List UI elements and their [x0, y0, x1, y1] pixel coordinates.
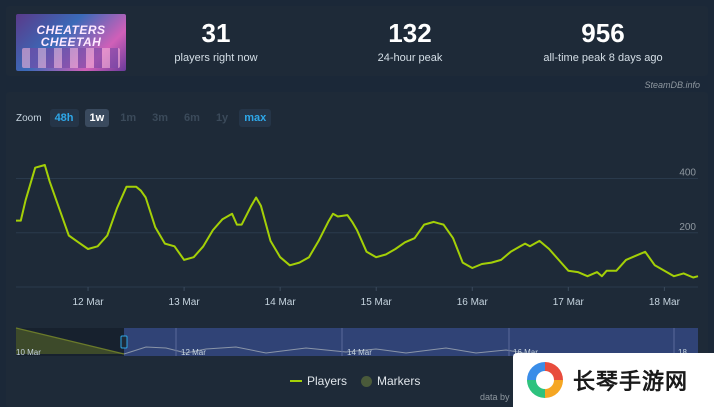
x-tick-label: 14 Mar [265, 297, 297, 308]
x-tick-label: 18 Mar [649, 297, 681, 308]
zoom-48h-button[interactable]: 48h [49, 109, 79, 127]
navigator-left-handle[interactable] [120, 335, 128, 349]
legend-players[interactable]: Players [290, 374, 347, 388]
x-tick-label: 16 Mar [457, 297, 489, 308]
y-tick-label: 200 [679, 222, 696, 233]
navigator-label: 18 [678, 348, 687, 357]
zoom-1w-button[interactable]: 1w [84, 109, 110, 127]
zoom-controls: Zoom 48h 1w 1m 3m 6m 1y max [16, 107, 272, 129]
zoom-6m-button[interactable]: 6m [184, 112, 200, 124]
x-tick-label: 15 Mar [361, 297, 393, 308]
series-players-line[interactable] [16, 164, 699, 279]
thumb-characters [22, 48, 120, 68]
markers-dot-icon [361, 375, 373, 387]
stat-label: players right now [174, 52, 258, 64]
zoom-1m-button[interactable]: 1m [120, 112, 137, 124]
stat-current-players: 31 players right now [146, 18, 286, 64]
navigator-selection[interactable] [124, 328, 698, 356]
stat-label: all-time peak 8 days ago [543, 52, 663, 64]
thumb-title-line2: CHEETAH [40, 35, 102, 49]
y-axis-ticks: 200 400 [679, 168, 696, 233]
chart-legend: Players Markers [290, 374, 420, 388]
x-axis-ticks: 12 Mar 13 Mar 14 Mar 15 Mar 16 Mar 17 Mar 18 M… [72, 297, 680, 308]
players-line-icon [290, 380, 302, 382]
x-tick-label: 12 Mar [72, 297, 104, 308]
stats-bar: CHEATERS CHEETAH 31 players right now 13… [6, 6, 708, 90]
stat-alltime-peak: 956 all-time peak 8 days ago [533, 18, 673, 64]
x-tick-label: 13 Mar [169, 297, 201, 308]
watermark-logo-icon [527, 362, 563, 398]
navigator-label: 12 Mar [181, 348, 206, 357]
data-source-text: data by [480, 392, 510, 402]
navigator-label: 10 Mar [16, 348, 41, 357]
legend-markers[interactable]: Markers [361, 374, 420, 388]
stat-value: 132 [388, 18, 432, 48]
players-chart[interactable]: 200 400 12 Mar 13 Mar 14 Mar 15 Mar 16 Mar 17 … [6, 92, 708, 407]
y-tick-label: 400 [679, 168, 696, 179]
stat-label: 24-hour peak [377, 52, 443, 64]
thumb-title-line1: CHEATERS [36, 23, 106, 37]
zoom-3m-button[interactable]: 3m [152, 112, 169, 124]
stat-value: 956 [581, 18, 625, 48]
series-group [16, 164, 699, 279]
site-watermark: 长琴手游网 [513, 353, 714, 407]
stat-value: 31 [201, 18, 231, 48]
zoom-label: Zoom [16, 112, 42, 124]
legend-markers-label: Markers [377, 374, 421, 388]
zoom-max-button[interactable]: max [239, 109, 272, 127]
grid-lines [16, 178, 698, 291]
steamdb-credit[interactable]: SteamDB.info [644, 80, 700, 90]
x-tick-label: 17 Mar [553, 297, 585, 308]
navigator-label: 16 Mar [513, 348, 538, 357]
stat-24h-peak: 132 24-hour peak [340, 18, 480, 64]
game-thumbnail[interactable]: CHEATERS CHEETAH [16, 14, 126, 71]
watermark-text: 长琴手游网 [573, 369, 689, 394]
zoom-1y-button[interactable]: 1y [215, 112, 229, 124]
navigator-early-line [15, 327, 125, 355]
navigator-label: 14 Mar [347, 348, 372, 357]
legend-players-label: Players [307, 374, 348, 388]
